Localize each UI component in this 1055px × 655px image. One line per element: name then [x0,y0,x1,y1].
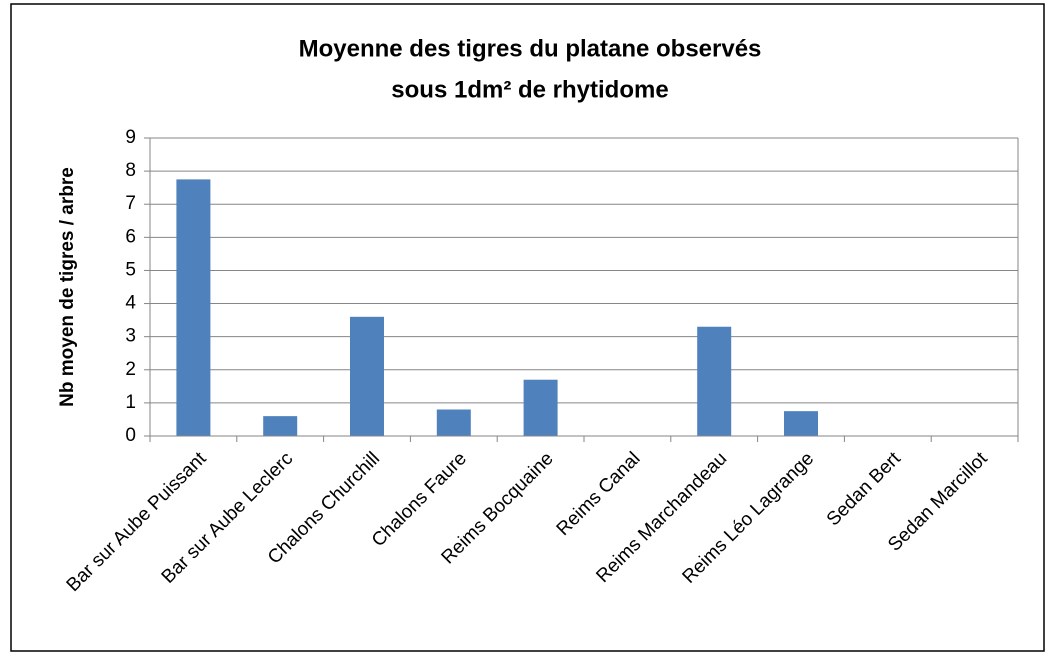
chart-title: sous 1dm² de rhytidome [391,76,668,103]
y-tick-label: 2 [125,359,136,380]
bar [176,179,211,436]
y-tick-label: 0 [125,425,136,446]
y-tick-label: 4 [125,293,136,314]
y-tick-label: 9 [125,127,136,148]
bar [350,316,384,436]
bar [263,416,298,436]
chart-title: Moyenne des tigres du platane observés [299,35,762,62]
y-tick-label: 5 [125,259,136,280]
bar [697,326,732,436]
bar [784,411,818,436]
y-tick-label: 3 [125,326,136,347]
y-tick-label: 1 [125,392,136,413]
bar [436,409,471,436]
y-tick-label: 7 [125,193,136,214]
bar [523,379,558,436]
y-axis-label: Nb moyen de tigres / arbre [57,167,78,407]
y-tick-label: 8 [125,160,136,181]
y-tick-label: 6 [125,226,136,247]
